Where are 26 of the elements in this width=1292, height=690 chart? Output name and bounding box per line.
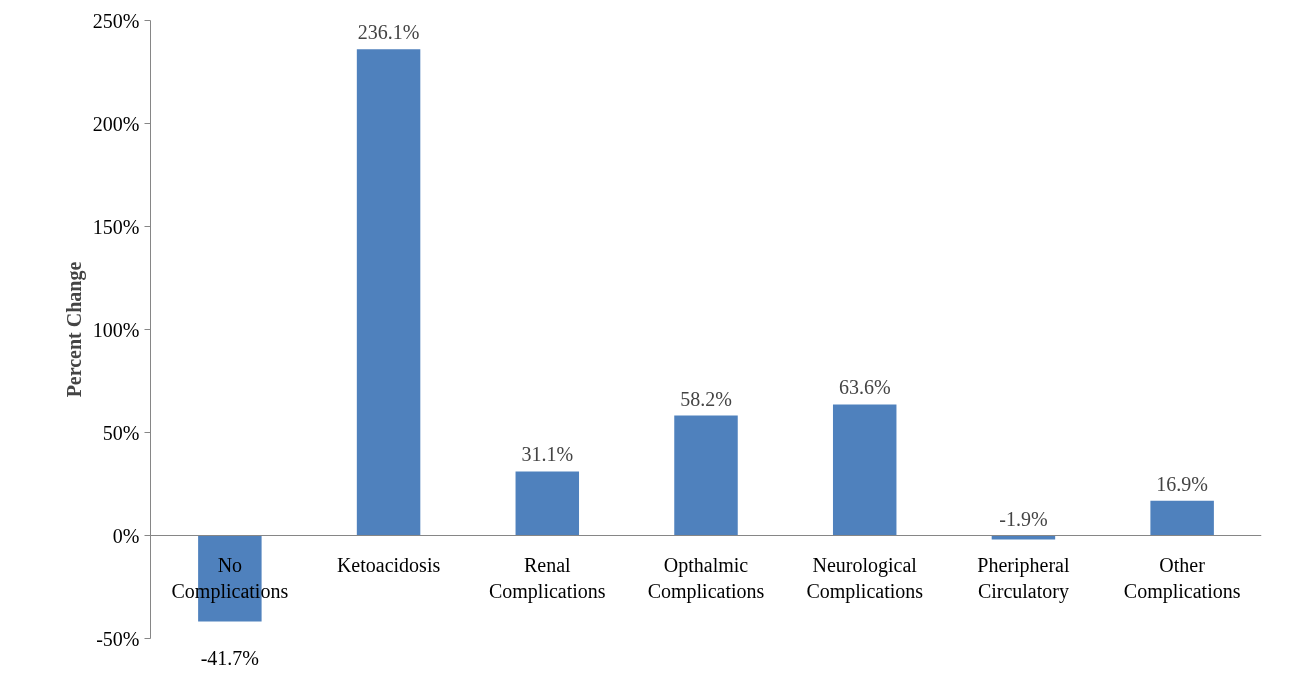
x-tick-label: Neurological Complications	[806, 553, 924, 603]
x-tick-label: Opthalmic Complications	[647, 553, 765, 603]
data-label: 236.1%	[357, 21, 420, 44]
bar	[1150, 500, 1214, 536]
y-tick-label: 200%	[92, 112, 140, 135]
bar	[674, 415, 738, 536]
data-label: 58.2%	[680, 387, 732, 410]
x-tick-label: Renal Complications	[488, 553, 606, 603]
bar	[832, 404, 897, 536]
data-label: -1.9%	[999, 507, 1048, 530]
data-label: 31.1%	[521, 443, 574, 466]
x-tick-label: Pheripheral Circulatory	[977, 553, 1070, 603]
y-tick-label: 250%	[92, 9, 140, 32]
y-tick-label: 100%	[92, 318, 140, 341]
data-label: -41.7%	[200, 646, 260, 669]
y-tick-label: 50%	[102, 421, 140, 444]
bar	[356, 49, 421, 536]
y-tick-label: 150%	[92, 215, 140, 238]
x-tick-label: Ketoacidosis	[336, 553, 441, 576]
x-tick-label: Other Complications	[1123, 553, 1241, 603]
y-tick-label: -50%	[96, 627, 140, 650]
y-tick-label: 0%	[112, 524, 140, 547]
y-axis-title: Percent Change	[62, 261, 86, 398]
data-label: 63.6%	[838, 376, 891, 399]
bar	[515, 471, 580, 536]
data-label: 16.9%	[1156, 472, 1208, 495]
